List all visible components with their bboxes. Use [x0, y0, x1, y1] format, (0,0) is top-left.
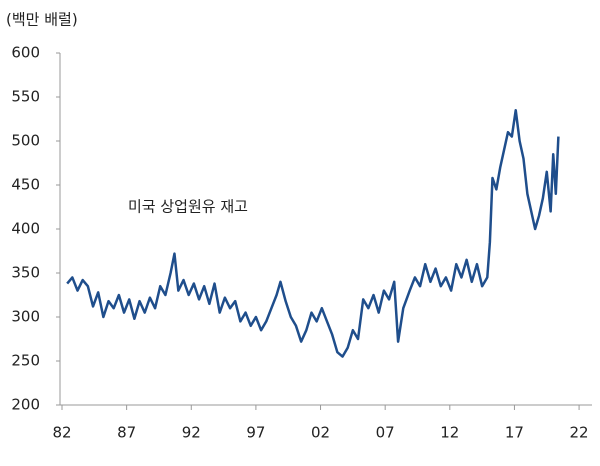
y-tick-label: 550 — [11, 88, 40, 106]
y-tick-label: 250 — [11, 352, 40, 370]
y-tick-label: 500 — [11, 132, 40, 150]
x-tick-label: 02 — [311, 424, 330, 442]
y-tick-label: 600 — [11, 44, 40, 62]
x-tick-label: 22 — [570, 424, 589, 442]
annotation: 미국 상업원유 재고 — [128, 198, 248, 216]
y-tick-label: 350 — [11, 264, 40, 282]
x-tick-label: 87 — [117, 424, 136, 442]
unit-label: (백만 배럴) — [6, 11, 78, 29]
x-tick-label: 07 — [376, 424, 395, 442]
y-tick-label: 400 — [11, 220, 40, 238]
x-tick-label: 92 — [182, 424, 201, 442]
y-tick-label: 200 — [11, 396, 40, 414]
data-line — [66, 108, 560, 358]
x-tick-label: 97 — [246, 424, 265, 442]
y-tick-label: 450 — [11, 176, 40, 194]
x-tick-label: 12 — [440, 424, 459, 442]
x-tick-label: 17 — [505, 424, 524, 442]
x-tick-label: 82 — [52, 424, 71, 442]
y-tick-label: 300 — [11, 308, 40, 326]
